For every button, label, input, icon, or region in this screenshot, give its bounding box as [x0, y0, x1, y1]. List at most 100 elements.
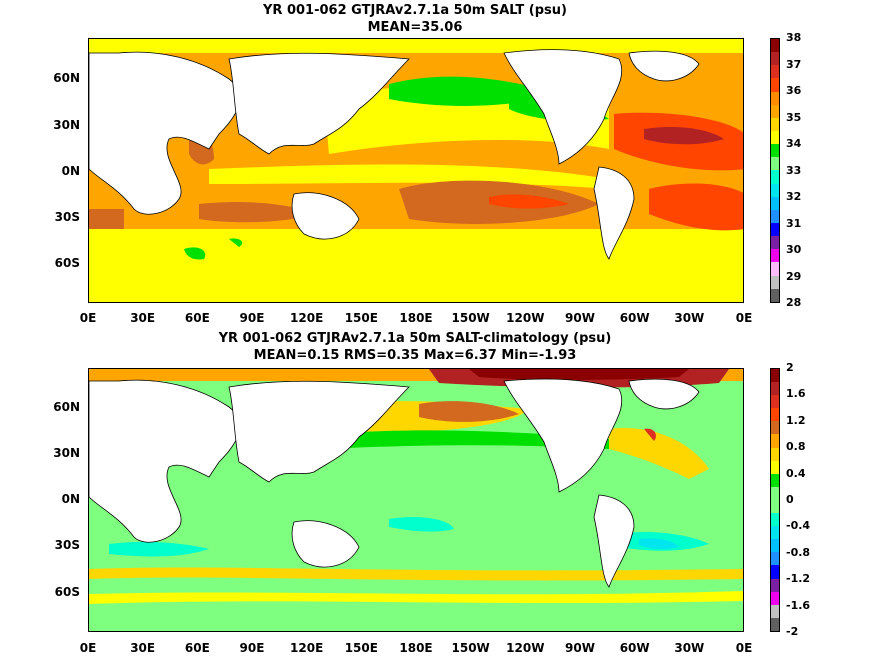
colorbar-swatch — [771, 486, 779, 500]
lat-label: 30S — [54, 210, 80, 224]
colorbar-label: -1.2 — [786, 572, 811, 586]
southern-ocean-band — [89, 229, 743, 302]
lon-label: 180E — [399, 311, 433, 325]
kuroshio-anomaly — [419, 401, 519, 422]
lat-label: 0N — [61, 164, 80, 178]
colorbar-swatch — [771, 144, 779, 158]
colorbar-swatch — [771, 130, 779, 145]
colorbar-swatch — [771, 39, 779, 53]
lat-label: 60S — [54, 585, 80, 599]
southern-green-patch — [184, 247, 206, 260]
panel1-colorbar — [770, 38, 780, 303]
lat-label: 0N — [61, 492, 80, 506]
negative-anomaly-patch — [389, 517, 454, 532]
lat-label: 30N — [53, 118, 80, 132]
lat-label: 60S — [54, 256, 80, 270]
colorbar-swatch — [771, 578, 779, 592]
south-indian-max — [199, 202, 319, 223]
colorbar-label: 29 — [786, 269, 802, 283]
land-masses — [89, 49, 700, 260]
colorbar-label: 1.2 — [786, 413, 806, 427]
lat-label: 30N — [53, 446, 80, 460]
southern-green-patch — [229, 238, 243, 247]
lon-label: 150W — [451, 641, 490, 655]
colorbar-swatch — [771, 591, 779, 605]
panel1-map-svg — [89, 39, 743, 302]
colorbar-swatch — [771, 222, 779, 237]
gulf-stream-anomaly — [609, 428, 709, 479]
lon-label: 60W — [619, 641, 650, 655]
colorbar-swatch — [771, 539, 779, 553]
lat-label: 30S — [54, 538, 80, 552]
colorbar-swatch — [771, 460, 779, 474]
colorbar-swatch — [771, 236, 779, 250]
lon-label: 0E — [79, 641, 97, 655]
gulf-stream-peak — [644, 428, 656, 441]
panel2-colorbar — [770, 368, 780, 632]
colorbar-label: 37 — [786, 57, 802, 71]
colorbar-label: 32 — [786, 190, 802, 203]
colorbar-label: 38 — [786, 31, 802, 44]
colorbar-swatch — [771, 157, 779, 171]
north-atlantic-core — [644, 127, 724, 145]
colorbar-swatch — [771, 104, 779, 118]
lon-label: 0E — [735, 311, 753, 325]
panel2-map — [88, 368, 744, 632]
colorbar-swatch — [771, 196, 779, 210]
colorbar-label: 1.6 — [786, 387, 806, 401]
lon-label: 60E — [184, 641, 210, 655]
colorbar-swatch — [771, 65, 779, 79]
colorbar-swatch — [771, 526, 779, 540]
colorbar-swatch — [771, 447, 779, 461]
colorbar-label: 33 — [786, 163, 802, 177]
colorbar-label: 31 — [786, 216, 802, 230]
arctic-core-anomaly — [469, 369, 689, 380]
lat-label: 60N — [53, 400, 80, 414]
lon-label: 120E — [290, 311, 324, 325]
lon-label: 150E — [344, 311, 378, 325]
colorbar-swatch — [771, 369, 779, 383]
colorbar-swatch — [771, 183, 779, 197]
southern-anomaly-band — [89, 591, 743, 604]
land-masses — [89, 378, 700, 588]
lon-label: 90E — [239, 311, 265, 325]
colorbar-swatch — [771, 170, 779, 184]
lon-label: 0E — [735, 641, 753, 655]
colorbar-swatch — [771, 617, 779, 631]
panel1-subtitle: MEAN=35.06 — [367, 20, 463, 35]
subpolar-green — [329, 430, 609, 449]
lon-label: 150E — [344, 641, 378, 655]
lon-label: 90W — [565, 311, 595, 325]
lon-label: 180E — [399, 641, 433, 655]
panel1-map — [88, 38, 744, 303]
lon-label: 30E — [130, 311, 156, 325]
colorbar-swatch — [771, 209, 779, 223]
panel2-map-svg — [89, 369, 743, 631]
colorbar-swatch — [771, 434, 779, 448]
colorbar-swatch — [771, 552, 779, 566]
colorbar-label: -0.4 — [786, 519, 811, 533]
lon-label: 90E — [239, 641, 265, 655]
colorbar-swatch — [771, 78, 779, 92]
colorbar-swatch — [771, 117, 779, 131]
negative-anomaly-core — [639, 538, 679, 550]
panel2-title: YR 001-062 GTJRAv2.7.1a 50m SALT-climato… — [218, 331, 612, 346]
colorbar-swatch — [771, 513, 779, 527]
colorbar-swatch — [771, 91, 779, 105]
colorbar-swatch — [771, 288, 779, 302]
lon-label: 30E — [130, 641, 156, 655]
colorbar-swatch — [771, 249, 779, 263]
lon-label: 120W — [506, 641, 545, 655]
colorbar-swatch — [771, 262, 779, 276]
colorbar-label: 30 — [786, 243, 802, 256]
colorbar-label: 0.8 — [786, 440, 806, 454]
colorbar-swatch — [771, 499, 779, 514]
colorbar-swatch — [771, 421, 779, 435]
arctic-band — [89, 39, 743, 53]
south-pacific-core — [489, 194, 569, 209]
colorbar-swatch — [771, 52, 779, 66]
colorbar-label: 0 — [786, 493, 794, 506]
colorbar-label: -1.6 — [786, 598, 811, 612]
colorbar-swatch — [771, 395, 779, 409]
lon-label: 90W — [565, 641, 595, 655]
